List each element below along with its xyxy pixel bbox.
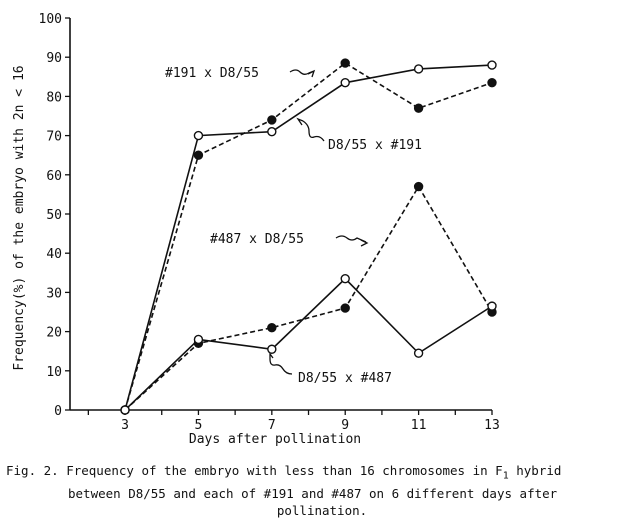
series-1	[120, 60, 497, 415]
series-line	[124, 64, 493, 411]
y-tick-label: 80	[46, 90, 62, 105]
series-annotation-label: #191 x D8/55	[165, 66, 259, 81]
figure-caption: Fig. 2. Frequency of the embryo with les…	[0, 462, 620, 519]
x-tick-label: 3	[121, 418, 129, 433]
caption-line-1: Fig. 2. Frequency of the embryo with les…	[6, 463, 562, 482]
data-point	[413, 181, 424, 192]
data-point	[340, 77, 350, 88]
series-annotation-label: D8/55 x #487	[298, 371, 392, 386]
y-tick-label: 30	[46, 286, 62, 301]
x-tick-label: 11	[411, 418, 427, 433]
data-point	[120, 405, 130, 415]
x-axis-ticks: 3 5 7 9 11 13	[87, 410, 500, 433]
series-line	[124, 62, 493, 411]
annotation-arrow	[289, 69, 316, 78]
data-point	[193, 130, 204, 141]
data-point	[487, 60, 497, 70]
data-point	[487, 77, 497, 88]
data-point	[267, 322, 277, 333]
y-tick-label: 0	[54, 404, 62, 419]
data-point	[340, 273, 350, 284]
x-tick-label: 7	[268, 418, 276, 433]
caption-line-2: between D8/55 and each of #191 and #487 …	[68, 485, 558, 501]
chart-series	[120, 58, 497, 415]
caption-line-3: pollination.	[276, 502, 368, 518]
y-tick-label: 40	[46, 247, 62, 262]
series-line	[124, 184, 493, 411]
series-annotation-label: #487 x D8/55	[210, 232, 304, 247]
annotation-arrow	[335, 235, 369, 247]
line-chart: 0 10 20 30 40 50 60 70 80 90 100 3 5 7 9 11 13 #191 x D…	[12, 12, 500, 447]
y-axis-ticks: 0 10 20 30 40 50 60 70 80 90 100	[39, 12, 70, 419]
y-tick-label: 50	[46, 208, 62, 223]
data-point	[487, 301, 497, 311]
data-point	[267, 344, 277, 354]
x-tick-label: 9	[341, 418, 349, 433]
x-axis-label: Days after pollination	[189, 432, 361, 447]
series-line	[124, 277, 493, 411]
annotation-arrow	[296, 117, 325, 142]
series-annotation-label: D8/55 x #191	[328, 138, 422, 153]
data-point	[413, 64, 424, 74]
data-point	[193, 334, 204, 345]
data-point	[413, 103, 424, 113]
y-tick-label: 100	[39, 12, 62, 27]
data-point	[413, 348, 424, 358]
y-tick-label: 20	[46, 326, 62, 341]
y-tick-label: 90	[46, 51, 62, 66]
annotation-arrow	[269, 352, 293, 375]
y-tick-label: 70	[46, 130, 62, 145]
series-annotations: #191 x D8/55 D8/55 x #191 #487 x D8/55 D8/5…	[165, 66, 422, 386]
y-tick-label: 10	[46, 365, 62, 380]
data-point	[340, 58, 350, 68]
data-point	[267, 115, 277, 125]
chart-axes	[69, 18, 492, 411]
x-tick-label: 5	[195, 418, 203, 433]
data-point	[193, 150, 204, 160]
series-3	[120, 273, 497, 415]
data-point	[267, 126, 277, 137]
y-axis-label: Frequency(%) of the embryo with 2n < 16	[12, 65, 27, 370]
y-tick-label: 60	[46, 169, 62, 184]
data-point	[340, 303, 350, 313]
x-tick-label: 13	[484, 418, 500, 433]
